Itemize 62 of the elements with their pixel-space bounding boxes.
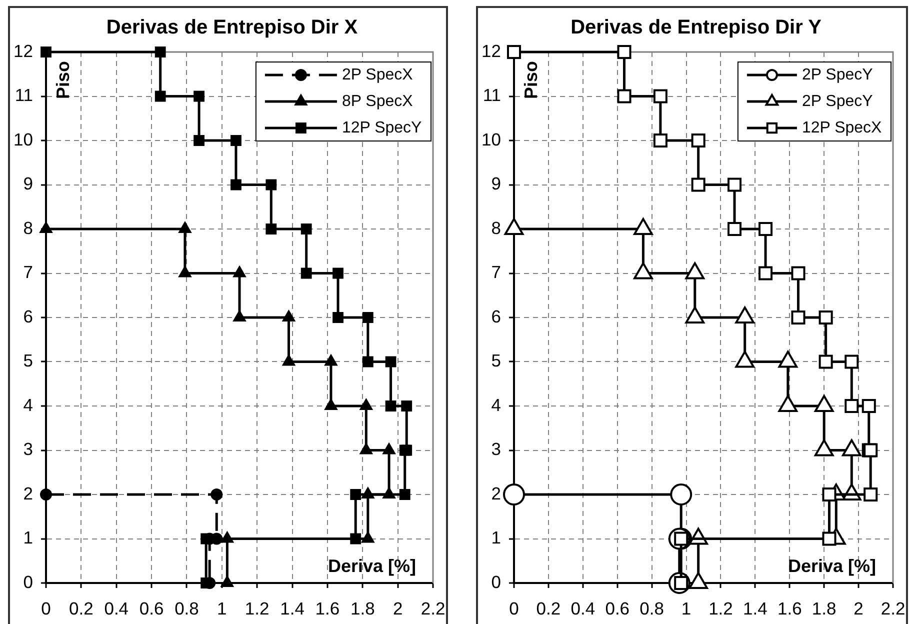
y-tick-label: 0 xyxy=(491,572,502,592)
x-tick-label: 1 xyxy=(681,598,692,618)
x-tick-label: 0.8 xyxy=(174,598,199,618)
y-tick-label: 5 xyxy=(491,350,501,371)
y-tick-label: 9 xyxy=(23,174,33,194)
y-tick-label: 11 xyxy=(14,85,33,106)
x-axis-title: Deriva [%] xyxy=(328,556,416,576)
x-tick-label: 0.2 xyxy=(69,598,94,618)
y-tick-label: 0 xyxy=(23,572,34,592)
y-tick-label: 1 xyxy=(23,528,33,548)
x-tick-label: 2.2 xyxy=(420,598,446,618)
x-tick-label: 1 xyxy=(217,598,227,618)
x-tick-label: 1.8 xyxy=(350,598,375,618)
x-tick-label: 0.2 xyxy=(536,598,561,618)
y-tick-label: 7 xyxy=(23,262,33,282)
legend-label: 8P SpecX xyxy=(342,92,414,110)
y-tick-label: 3 xyxy=(491,439,501,460)
x-tick-label: 0.4 xyxy=(570,598,596,618)
x-tick-label: 1.2 xyxy=(708,598,733,618)
x-tick-label: 1.8 xyxy=(812,598,836,618)
y-axis-title: Piso xyxy=(52,60,73,100)
y-tick-label: 4 xyxy=(23,394,34,415)
x-tick-label: 1.6 xyxy=(315,598,340,618)
legend-label: 2P SpecY xyxy=(802,92,874,110)
x-tick-label: 0.6 xyxy=(605,598,630,618)
legend-label: 2P SpecY xyxy=(802,66,874,84)
x-tick-label: 0 xyxy=(509,598,520,618)
y-tick-label: 8 xyxy=(491,218,501,238)
chart-title: Derivas de Entrepiso Dir X xyxy=(106,16,358,39)
x-tick-label: 2 xyxy=(392,598,403,618)
y-tick-label: 4 xyxy=(491,394,502,415)
y-tick-label: 3 xyxy=(23,439,33,460)
y-tick-label: 7 xyxy=(491,262,501,282)
legend-label: 12P SpecY xyxy=(342,119,422,136)
y-tick-label: 12 xyxy=(482,40,501,61)
y-tick-label: 12 xyxy=(14,40,33,61)
x-tick-label: 2 xyxy=(854,598,864,618)
x-tick-label: 2.2 xyxy=(880,598,906,618)
y-tick-label: 2 xyxy=(23,483,33,504)
y-tick-label: 8 xyxy=(23,218,33,238)
x-tick-label: 1.4 xyxy=(280,598,305,618)
y-axis-title: Piso xyxy=(520,60,541,100)
x-axis-title: Deriva [%] xyxy=(788,556,876,576)
y-tick-label: 5 xyxy=(23,350,33,371)
y-tick-label: 9 xyxy=(491,174,501,194)
x-tick-label: 0 xyxy=(41,598,52,618)
y-tick-label: 6 xyxy=(23,306,33,326)
y-tick-label: 1 xyxy=(491,528,501,548)
x-tick-label: 0.8 xyxy=(640,598,664,618)
x-tick-label: 1.6 xyxy=(777,598,802,618)
x-tick-label: 0.6 xyxy=(139,598,164,618)
x-tick-label: 1.2 xyxy=(244,598,270,618)
y-tick-label: 11 xyxy=(482,85,501,106)
legend-label: 12P SpecX xyxy=(802,119,882,136)
y-tick-label: 6 xyxy=(491,306,501,326)
y-tick-label: 2 xyxy=(491,483,501,504)
x-tick-label: 1.4 xyxy=(743,598,768,618)
chart-title: Derivas de Entrepiso Dir Y xyxy=(570,16,822,39)
x-tick-label: 0.4 xyxy=(104,598,129,618)
y-tick-label: 10 xyxy=(14,129,34,150)
legend-label: 2P SpecX xyxy=(342,66,414,84)
y-tick-label: 10 xyxy=(482,129,502,150)
